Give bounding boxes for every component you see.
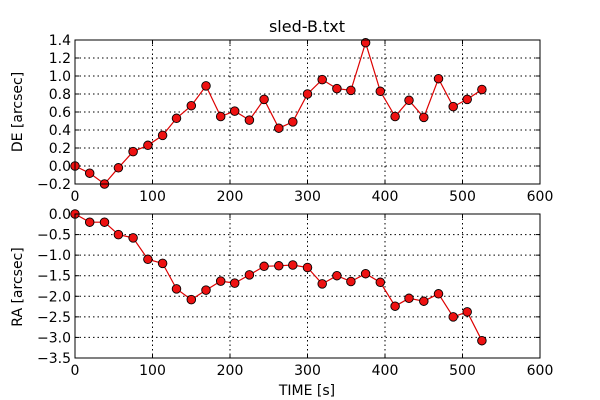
- de-data-point: [229, 106, 240, 116]
- ra-x-tick-label: 400: [372, 363, 399, 379]
- ra-data-point: [128, 233, 138, 243]
- de-data-point: [259, 94, 269, 105]
- ra-data-point: [84, 217, 95, 227]
- de-x-tick-label: 600: [527, 189, 554, 205]
- ra-panel: 0 100 200 300 400 500 600 −3.5 −3.0 −2.5 −2.0 −1.5 −…: [37, 207, 553, 379]
- ra-data-point: [215, 276, 226, 286]
- de-data-point: [274, 123, 284, 133]
- de-y-axis-label: DE [arcsec]: [10, 72, 26, 152]
- ra-data-point: [302, 262, 313, 273]
- chart-title: sled-B.txt: [269, 17, 345, 36]
- ra-data-point: [244, 270, 255, 280]
- ra-data-point: [462, 307, 472, 317]
- de-x-tick-label: 0: [71, 189, 80, 205]
- de-x-tick-label: 300: [294, 189, 321, 205]
- de-y-tick-label: 1.4: [49, 33, 71, 49]
- de-data-point: [390, 111, 400, 122]
- de-y-tick-label: 0.4: [49, 123, 71, 139]
- de-data-point: [215, 111, 226, 122]
- ra-data-point: [113, 229, 124, 240]
- ra-data-point: [332, 270, 342, 281]
- ra-y-tick-label: −1.0: [37, 248, 71, 264]
- ra-y-axis-label: RA [arcsec]: [10, 247, 26, 326]
- de-data-point: [186, 100, 197, 111]
- ra-data-point: [404, 293, 414, 304]
- de-data-point: [433, 73, 444, 84]
- ra-y-tick-label: −2.0: [37, 289, 71, 305]
- de-panel: 0 100 200 300 400 500 600 −0.2 0.0 0.2 0.4 0.6 0.8 1.…: [37, 33, 553, 205]
- de-data-point: [477, 84, 487, 95]
- ra-axes-frame: [74, 213, 541, 359]
- ra-data-point: [143, 254, 153, 265]
- de-data-point: [201, 81, 211, 91]
- de-data-point: [84, 168, 95, 178]
- de-series-line: [74, 40, 483, 185]
- ra-x-tick-label: 500: [449, 363, 476, 379]
- ra-data-point: [390, 301, 400, 311]
- ra-y-tick-label: −0.5: [37, 228, 71, 244]
- ra-data-point: [375, 277, 386, 288]
- de-y-tick-label: 0.8: [49, 87, 71, 103]
- ra-series-line: [74, 213, 483, 341]
- de-x-tick-label: 400: [372, 189, 399, 205]
- ra-data-point: [186, 294, 197, 305]
- de-y-tick-label: 1.0: [49, 69, 71, 85]
- de-data-point: [143, 140, 153, 151]
- de-y-tick-label: 0.2: [49, 141, 71, 157]
- ra-data-point: [157, 258, 168, 269]
- de-data-point: [462, 94, 472, 105]
- de-x-tick-label: 100: [139, 189, 166, 205]
- de-data-point: [375, 86, 386, 97]
- ra-data-point: [259, 261, 269, 272]
- de-data-point: [360, 37, 371, 48]
- ra-data-point: [201, 285, 211, 295]
- ra-data-point: [288, 260, 298, 270]
- ra-y-tick-label: −1.5: [37, 269, 71, 285]
- ra-data-point: [229, 278, 240, 288]
- de-x-tick-label: 200: [217, 189, 244, 205]
- ra-data-point: [317, 279, 327, 289]
- de-y-tick-label: 0.0: [49, 159, 71, 175]
- de-data-point: [404, 95, 414, 106]
- de-data-point: [346, 85, 356, 96]
- de-data-point: [302, 89, 313, 99]
- de-axes-frame: [74, 39, 541, 185]
- de-data-point: [288, 117, 298, 127]
- de-data-point: [317, 74, 327, 85]
- ra-data-point: [274, 261, 284, 271]
- ra-data-point: [448, 312, 458, 322]
- ra-y-tick-label: −3.5: [37, 351, 71, 367]
- de-data-point: [128, 146, 138, 157]
- ra-data-point: [419, 296, 429, 306]
- de-data-point: [171, 113, 182, 124]
- ra-data-point: [360, 268, 371, 279]
- ra-y-tick-label: 0.0: [49, 207, 71, 223]
- ra-y-tick-label: −2.5: [37, 310, 71, 326]
- ra-x-tick-label: 100: [139, 363, 166, 379]
- de-y-tick-label: −0.2: [37, 177, 71, 193]
- de-y-tick-label: 1.2: [49, 51, 71, 67]
- de-data-point: [113, 163, 124, 173]
- de-x-tick-label: 500: [449, 189, 476, 205]
- ra-x-tick-label: 200: [217, 363, 244, 379]
- de-data-point: [157, 130, 168, 141]
- time-x-axis-label: TIME [s]: [278, 383, 335, 399]
- ra-data-point: [477, 335, 487, 346]
- de-data-point: [332, 83, 342, 94]
- ra-x-tick-label: 300: [294, 363, 321, 379]
- de-data-point: [244, 115, 255, 125]
- ra-data-point: [99, 217, 110, 227]
- ra-y-tick-label: −3.0: [37, 330, 71, 346]
- ra-data-point: [346, 276, 356, 287]
- ra-x-tick-label: 600: [527, 363, 554, 379]
- de-y-tick-label: 0.6: [49, 105, 71, 121]
- ra-x-tick-label: 0: [71, 363, 80, 379]
- ra-data-point: [433, 289, 444, 299]
- de-data-point: [419, 112, 429, 123]
- ra-data-point: [171, 284, 182, 294]
- de-data-point: [448, 101, 458, 112]
